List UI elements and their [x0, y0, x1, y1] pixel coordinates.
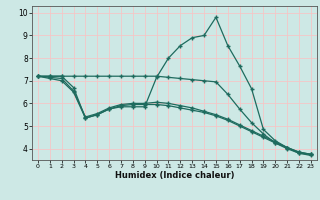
- X-axis label: Humidex (Indice chaleur): Humidex (Indice chaleur): [115, 171, 234, 180]
